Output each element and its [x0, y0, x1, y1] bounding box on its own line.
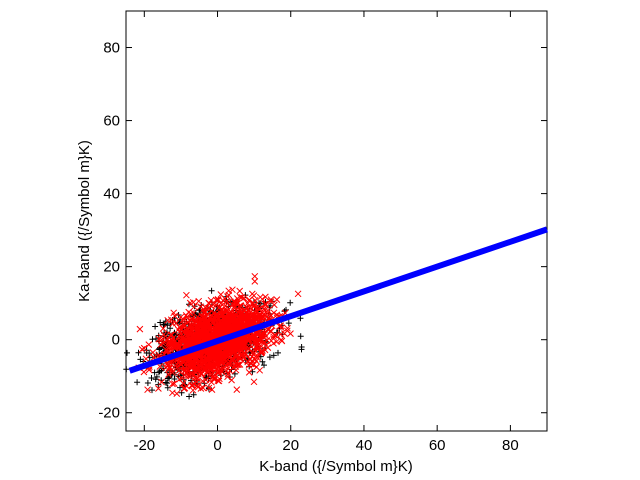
ticks-group: [126, 11, 547, 431]
x-tick-label: 80: [502, 437, 519, 454]
plot-frame: [125, 10, 548, 432]
y-tick-label: 20: [103, 259, 120, 276]
x-tick-label: -20: [133, 437, 155, 454]
x-tick-label: 0: [213, 437, 221, 454]
fit-line: [128, 226, 548, 374]
y-tick-label: 0: [112, 332, 120, 349]
tick-labels: -20 0 20 40 60 80 -20 0 20 40 60 80: [98, 40, 518, 454]
y-tick-label: 80: [103, 40, 120, 57]
scatter-points: [123, 272, 305, 400]
y-tick-label: -20: [98, 405, 120, 422]
x-axis-label: K-band ({/Symbol m}K): [259, 458, 412, 475]
y-tick-label: 40: [103, 186, 120, 203]
x-tick-label: 20: [282, 437, 299, 454]
y-axis-label: Ka-band ({/Symbol m}K): [76, 140, 93, 302]
fit-line-group: [128, 226, 548, 374]
cross-markers: [135, 272, 302, 397]
y-tick-label: 60: [103, 113, 120, 130]
x-tick-label: 60: [429, 437, 446, 454]
x-tick-label: 40: [356, 437, 373, 454]
